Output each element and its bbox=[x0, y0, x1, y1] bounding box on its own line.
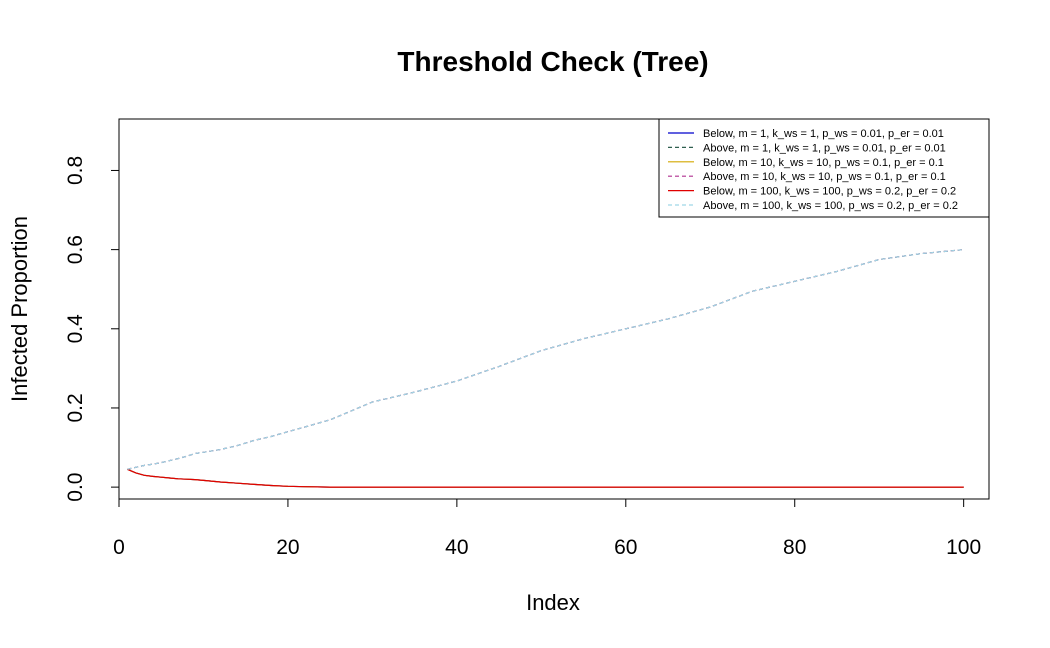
y-axis: 0.0 0.2 0.4 0.6 0.8 bbox=[64, 156, 119, 502]
legend-box bbox=[658, 118, 990, 218]
chart-title: Threshold Check (Tree) bbox=[397, 46, 708, 77]
x-tick-label: 20 bbox=[276, 536, 299, 559]
y-axis-label: Infected Proportion bbox=[7, 216, 32, 402]
legend-label-5: Below, m = 100, k_ws = 100, p_ws = 0.2, … bbox=[703, 186, 956, 198]
series-line-4 bbox=[127, 249, 964, 470]
x-tick-label: 0 bbox=[113, 536, 125, 559]
y-tick-label: 0.8 bbox=[64, 156, 87, 185]
x-tick-label: 100 bbox=[946, 536, 981, 559]
series-line-2 bbox=[127, 249, 964, 470]
y-tick-label: 0.6 bbox=[64, 235, 87, 264]
series-layer bbox=[127, 249, 964, 488]
legend-label-4: Above, m = 10, k_ws = 10, p_ws = 0.1, p_… bbox=[703, 171, 946, 183]
y-tick-label: 0.2 bbox=[64, 393, 87, 422]
legend-label-6: Above, m = 100, k_ws = 100, p_ws = 0.2, … bbox=[703, 200, 958, 212]
legend-label-2: Above, m = 1, k_ws = 1, p_ws = 0.01, p_e… bbox=[703, 142, 946, 154]
x-tick-label: 40 bbox=[445, 536, 468, 559]
series-line-5 bbox=[127, 468, 964, 488]
x-axis: 0 20 40 60 80 100 bbox=[113, 498, 981, 559]
y-tick-label: 0.0 bbox=[64, 473, 87, 502]
x-tick-label: 60 bbox=[614, 536, 637, 559]
legend-label-1: Below, m = 1, k_ws = 1, p_ws = 0.01, p_e… bbox=[703, 128, 944, 140]
y-tick-label: 0.4 bbox=[64, 314, 87, 344]
legend-label-3: Below, m = 10, k_ws = 10, p_ws = 0.1, p_… bbox=[703, 157, 944, 169]
x-axis-label: Index bbox=[526, 590, 580, 615]
x-tick-label: 80 bbox=[783, 536, 806, 559]
legend: Below, m = 1, k_ws = 1, p_ws = 0.01, p_e… bbox=[658, 118, 990, 218]
series-line-6 bbox=[127, 249, 964, 470]
